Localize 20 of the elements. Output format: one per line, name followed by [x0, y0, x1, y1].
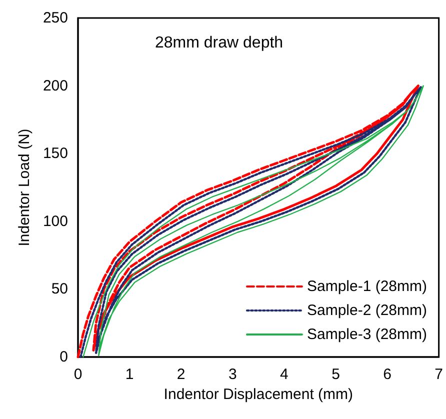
y-tick-label: 50 — [51, 280, 68, 298]
legend-label: Sample-3 (28mm) — [306, 326, 428, 343]
x-tick-label: 7 — [434, 366, 443, 383]
text: 28mm draw depth — [155, 34, 284, 52]
y-axis-title: Indentor Load (N) — [16, 128, 33, 246]
y-tick-label: 250 — [42, 10, 68, 26]
x-tick-label: 5 — [332, 366, 340, 383]
x-axis-title: Indentor Displacement (mm) — [164, 386, 354, 403]
y-tick-label: 200 — [42, 77, 68, 94]
legend-label: Sample-2 (28mm) — [306, 302, 428, 319]
legend-label: Sample-1 (28mm) — [306, 278, 428, 295]
x-tick-label: 4 — [280, 366, 288, 383]
x-tick-label: 6 — [383, 366, 392, 383]
x-tick-label: 1 — [125, 366, 134, 383]
y-tick-label: 0 — [60, 348, 68, 366]
x-tick-label: 2 — [176, 366, 186, 383]
x-tick-label: 3 — [228, 366, 237, 383]
y-tick-label: 150 — [42, 145, 68, 162]
x-tick-label: 0 — [74, 366, 82, 383]
y-tick-label: 100 — [42, 212, 68, 230]
